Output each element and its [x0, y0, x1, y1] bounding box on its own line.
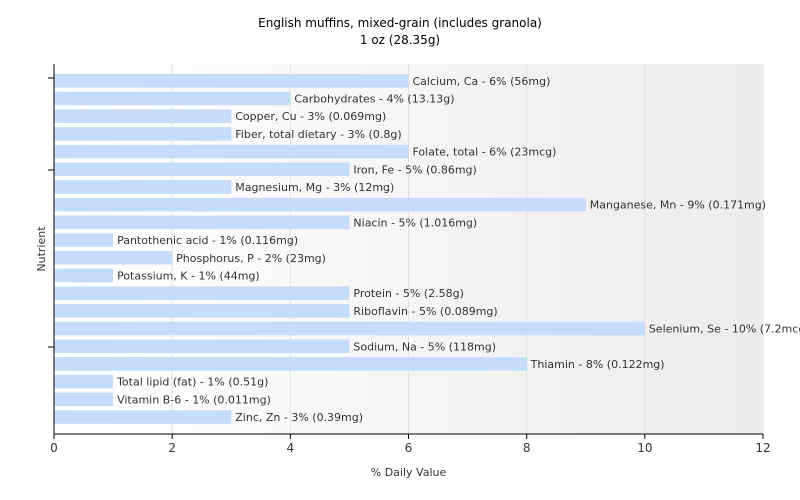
bar [54, 162, 350, 176]
bar-label: Magnesium, Mg - 3% (12mg) [235, 181, 394, 194]
x-axis-title: % Daily Value [371, 466, 447, 479]
bar-label: Selenium, Se - 10% (7.2mcg) [649, 323, 800, 336]
bar [54, 410, 232, 424]
chart-title: English muffins, mixed-grain (includes g… [258, 16, 542, 30]
bar-label: Fiber, total dietary - 3% (0.8g) [235, 128, 401, 141]
bar-label: Total lipid (fat) - 1% (0.51g) [116, 376, 268, 389]
bar-label: Iron, Fe - 5% (0.86mg) [353, 163, 476, 176]
bar [54, 251, 173, 265]
gridlines [53, 64, 764, 434]
bar-label: Riboflavin - 5% (0.089mg) [353, 305, 497, 318]
bar [54, 268, 114, 283]
x-tick-label: 4 [287, 441, 295, 455]
bar-label: Thiamin - 8% (0.122mg) [530, 358, 665, 371]
bar-label: Carbohydrates - 4% (13.13g) [294, 92, 454, 105]
x-tick-label: 6 [405, 441, 413, 455]
y-axis-title: Nutrient [35, 226, 48, 272]
bar [54, 180, 232, 194]
bar [54, 392, 114, 407]
bar [54, 91, 291, 106]
bar-label: Pantothenic acid - 1% (0.116mg) [117, 234, 298, 247]
bar [54, 374, 114, 389]
bar-label: Zinc, Zn - 3% (0.39mg) [235, 411, 363, 424]
bar [54, 286, 350, 300]
bar [54, 304, 350, 318]
bar [54, 74, 409, 88]
bar [54, 144, 409, 159]
bar [54, 357, 527, 371]
bar-label: Vitamin B-6 - 1% (0.011mg) [117, 393, 271, 406]
bar-label: Manganese, Mn - 9% (0.171mg) [590, 199, 766, 212]
axes: 0 2 4 6 8 10 12 [48, 64, 771, 455]
bar [54, 127, 232, 141]
bar-label: Copper, Cu - 3% (0.069mg) [235, 110, 386, 123]
x-tick-label: 8 [523, 441, 531, 455]
x-tick-label: 2 [168, 441, 176, 455]
chart-subtitle: 1 oz (28.35g) [359, 33, 441, 47]
x-tick-label: 12 [755, 441, 770, 455]
x-tick-label: 0 [50, 441, 58, 455]
bars: Calcium, Ca - 6% (56mg) Carbohydrates - 4… [54, 74, 800, 424]
bar-label: Sodium, Na - 5% (118mg) [353, 340, 496, 353]
bar [54, 339, 350, 353]
x-tick-label: 10 [637, 441, 652, 455]
bar-label: Protein - 5% (2.58g) [353, 287, 464, 300]
bar [54, 109, 232, 123]
bar-label: Niacin - 5% (1.016mg) [353, 216, 477, 229]
bar [54, 215, 350, 230]
bar-label: Calcium, Ca - 6% (56mg) [413, 75, 551, 88]
bar [54, 233, 114, 247]
bar-label: Potassium, K - 1% (44mg) [117, 269, 260, 282]
bar [54, 197, 586, 212]
bar-label: Phosphorus, P - 2% (23mg) [176, 252, 326, 265]
bar-label: Folate, total - 6% (23mcg) [413, 146, 557, 159]
bar [54, 321, 645, 336]
